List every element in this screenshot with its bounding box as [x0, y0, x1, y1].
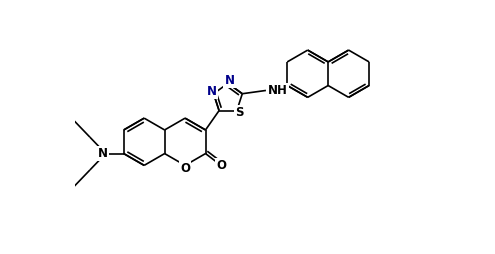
- Text: N: N: [98, 147, 108, 160]
- Text: O: O: [217, 159, 227, 172]
- Text: O: O: [180, 162, 190, 174]
- Text: N: N: [225, 74, 235, 87]
- Text: S: S: [235, 106, 244, 119]
- Text: N: N: [207, 85, 217, 98]
- Text: NH: NH: [268, 84, 288, 97]
